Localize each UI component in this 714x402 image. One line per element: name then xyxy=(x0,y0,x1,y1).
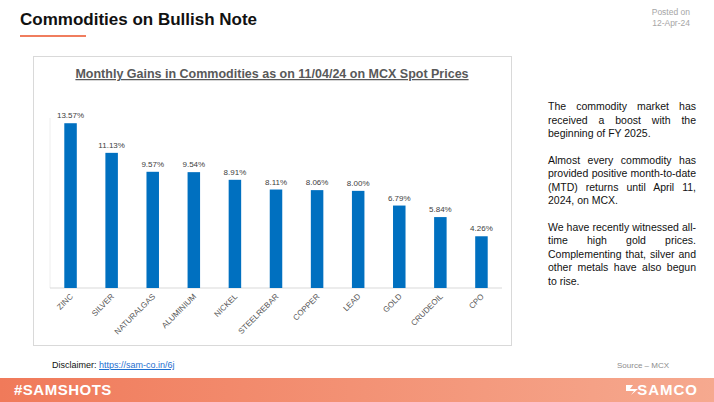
category-label: NICKEL xyxy=(213,292,240,319)
bar xyxy=(146,172,159,288)
bar xyxy=(105,153,118,288)
data-label: 11.13% xyxy=(98,141,125,150)
disclaimer-label: Disclaimer: xyxy=(52,360,99,370)
posted-date: 12-Apr-24 xyxy=(652,18,690,29)
data-label: 8.91% xyxy=(224,168,247,177)
bar xyxy=(270,190,283,288)
y-axis-line xyxy=(50,118,51,288)
note-paragraph: We have recently witnessed all-time high… xyxy=(548,221,696,289)
bar xyxy=(393,206,406,288)
category-label: SILVER xyxy=(90,292,116,318)
category-label: NATURALGAS xyxy=(113,292,157,336)
bar xyxy=(311,190,324,288)
brand-logo xyxy=(626,385,638,395)
disclaimer: Disclaimer: https://sam-co.in/6j xyxy=(52,360,175,370)
category-label: ZINC xyxy=(55,292,75,312)
note-paragraph: The commodity market has received a boos… xyxy=(548,100,696,141)
notes: The commodity market has received a boos… xyxy=(548,100,696,301)
category-label: LEAD xyxy=(341,292,362,313)
category-label: GOLD xyxy=(381,292,404,315)
category-label: STEELREBAR xyxy=(237,292,281,336)
brand: SAMCO xyxy=(637,381,698,398)
data-label: 9.54% xyxy=(182,160,205,169)
disclaimer-link[interactable]: https://sam-co.in/6j xyxy=(99,360,175,370)
data-label: 8.06% xyxy=(306,178,329,187)
category-label: ALUMINIUM xyxy=(160,292,198,330)
note-paragraph: Almost every commodity has provided posi… xyxy=(548,154,696,208)
bars xyxy=(64,123,487,288)
category-label: CRUDEOIL xyxy=(409,292,445,328)
category-label: COPPER xyxy=(291,292,321,322)
footer: #SAMSHOTS SAMCO xyxy=(0,378,714,402)
category-label: CPO xyxy=(467,292,486,311)
bar xyxy=(64,123,77,288)
bar xyxy=(188,172,201,288)
bar xyxy=(434,217,447,288)
posted-label: Posted on xyxy=(652,7,690,18)
source: Source – MCX xyxy=(617,361,669,370)
data-label: 6.79% xyxy=(388,194,411,203)
posted-on: Posted on12-Apr-24 xyxy=(652,7,690,29)
chart-title: Monthly Gains in Commodities as on 11/04… xyxy=(75,67,468,81)
page-title: Commodities on Bullish Note xyxy=(20,10,257,30)
bar xyxy=(229,180,242,288)
data-label: 8.00% xyxy=(347,179,370,188)
data-label: 9.57% xyxy=(141,160,164,169)
hashtag: #SAMSHOTS xyxy=(14,381,112,398)
data-label: 8.11% xyxy=(265,178,287,187)
title-underline xyxy=(20,35,86,37)
bar xyxy=(475,236,488,288)
bar xyxy=(352,191,365,288)
data-label: 4.26% xyxy=(470,224,493,233)
chart-frame xyxy=(34,57,512,346)
labels: 13.57% ZINC 11.13% SILVER 9.57% NATURALGAS 9.5… xyxy=(55,111,492,336)
data-label: 5.84% xyxy=(429,205,452,214)
data-label: 13.57% xyxy=(57,111,84,120)
